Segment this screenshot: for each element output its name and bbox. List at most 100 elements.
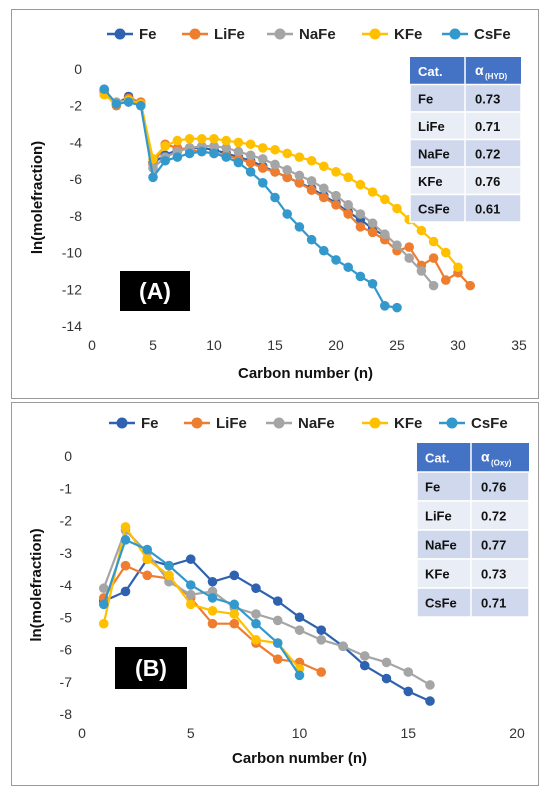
y-tick-label: -3 [60,545,73,561]
data-point-kfe [197,133,207,144]
x-tick-label: 20 [509,725,525,741]
data-point-nafe [221,143,231,153]
legend-label: Fe [139,26,157,43]
data-point-csfe [99,84,109,94]
data-point-csfe [142,544,153,555]
data-point-kfe [270,144,280,155]
data-point-csfe [209,148,219,159]
data-point-kfe [441,247,451,258]
data-point-life [245,157,256,168]
data-point-csfe [111,99,122,109]
data-point-life [367,227,378,238]
data-point-kfe [160,141,170,151]
data-point-kfe [380,194,390,205]
data-point-csfe [120,535,131,545]
legend-swatch-marker [114,28,126,40]
series-line-fe [103,90,386,237]
data-point-csfe [164,560,174,571]
y-tick-label: -7 [60,674,73,690]
data-point-fe [120,586,131,597]
panel-label-box [115,647,187,689]
series-line-fe [103,557,431,703]
data-point-csfe [270,192,280,203]
legend-label: NaFe [298,415,335,432]
data-point-fe [403,686,414,697]
chart-panel-b: 0 -1 -2 -3 -4 -5 -6 -7 -8 0 5 10 15 20 Carbon number (… [11,402,539,786]
data-point-life [282,172,293,183]
table-cell-alpha: 0.76 [475,174,500,189]
data-point-kfe [245,139,256,150]
chart-a: 0 -2 -4 -6 -8 -10 -12 -14 0 5 10 15 20 25 30 35 Carbon n… [29,26,527,382]
data-point-life [272,654,283,664]
data-point-csfe [245,167,256,177]
data-point-csfe [136,100,146,111]
x-tick-label: 0 [78,725,86,741]
data-point-fe [381,673,392,684]
data-point-nafe [272,615,283,626]
data-point-csfe [380,301,390,311]
table-header-alpha-subscript: (Oxy) [491,459,512,468]
table-cell-catalyst: KFe [418,174,443,189]
data-point-kfe [294,152,305,162]
data-point-nafe [380,229,390,240]
y-tick-label: 0 [64,448,72,464]
data-point-csfe [367,278,378,289]
x-tick-label: 5 [149,337,157,353]
y-tick-label: -2 [70,98,83,114]
series-line-csfe [102,538,301,676]
table-cell-catalyst: CsFe [418,201,450,216]
data-point-kfe [172,135,183,146]
data-point-nafe [428,280,439,291]
data-point-kfe [251,635,261,645]
data-point-life [306,185,317,195]
data-point-kfe [184,133,195,144]
legend-swatch-marker [116,417,128,429]
legend-swatch-marker [449,28,461,40]
table-header-cat: Cat. [425,451,450,466]
data-point-kfe [185,599,196,610]
data-point-life [207,618,218,629]
data-point-kfe [392,203,402,214]
legend-swatch-marker [369,417,381,429]
data-point-nafe [355,209,366,219]
table-cell-alpha: 0.61 [475,201,500,216]
data-point-kfe [343,172,354,183]
data-point-nafe [381,657,392,668]
legend-label: LiFe [216,415,247,432]
data-point-fe [316,625,327,635]
data-point-nafe [338,641,348,652]
data-point-life [428,253,439,263]
data-point-nafe [306,176,317,186]
data-point-life [258,163,268,173]
data-point-life [229,618,240,629]
data-point-life [331,200,341,210]
series-line-kfe [102,524,301,670]
table-cell-alpha: 0.76 [481,480,506,495]
table-header-alpha: α [481,449,490,465]
legend-swatch-marker [189,28,201,40]
data-point-csfe [272,638,283,648]
legend-swatch-marker [446,417,458,429]
data-point-csfe [392,302,402,313]
y-tick-label: 0 [74,61,82,77]
data-point-life [465,280,476,291]
data-point-nafe [294,170,305,181]
x-tick-label: 15 [267,337,283,353]
data-point-kfe [258,143,268,153]
data-point-nafe [270,159,280,170]
panel-label: (B) [135,655,167,681]
data-point-csfe [343,262,354,273]
data-point-nafe [209,141,219,151]
data-point-csfe [184,148,195,159]
table-cell-alpha: 0.77 [481,538,506,553]
y-tick-label: -14 [62,318,82,334]
table-cell-catalyst: CsFe [425,596,457,611]
data-point-csfe [229,599,240,610]
table-cell-catalyst: Fe [425,480,440,495]
table-cell-catalyst: KFe [425,567,450,582]
y-tick-label: -8 [70,208,83,224]
x-tick-label: 5 [187,725,195,741]
data-point-life [316,667,327,677]
data-point-nafe [416,266,427,276]
data-point-kfe [282,148,293,159]
